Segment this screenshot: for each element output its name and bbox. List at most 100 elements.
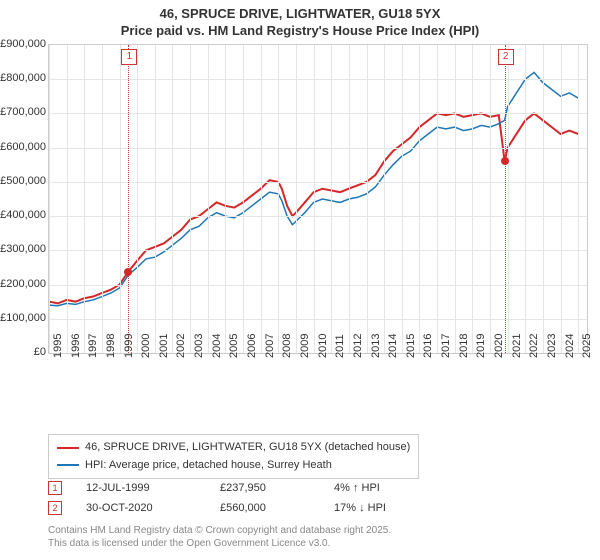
x-axis-label: 2016 bbox=[422, 334, 434, 358]
chart-title: 46, SPRUCE DRIVE, LIGHTWATER, GU18 5YX P… bbox=[0, 0, 600, 40]
x-axis-label: 1996 bbox=[70, 334, 82, 358]
gridline-v bbox=[172, 45, 173, 353]
gridline-v bbox=[508, 45, 509, 353]
y-axis-label: £100,000 bbox=[0, 312, 46, 324]
gridline-v bbox=[472, 45, 473, 353]
transaction-price: £237,950 bbox=[220, 482, 310, 494]
legend-swatch bbox=[57, 447, 79, 449]
plot-area: 12 bbox=[48, 44, 588, 354]
gridline-v bbox=[155, 45, 156, 353]
transaction-row: 230-OCT-2020£560,00017% ↓ HPI bbox=[48, 498, 424, 518]
x-axis-label: 2018 bbox=[458, 334, 470, 358]
chart-area: 12 £0£100,000£200,000£300,000£400,000£50… bbox=[0, 44, 600, 384]
gridline-h bbox=[49, 79, 587, 80]
gridline-v bbox=[331, 45, 332, 353]
legend-item: 46, SPRUCE DRIVE, LIGHTWATER, GU18 5YX (… bbox=[57, 439, 410, 457]
y-axis-label: £900,000 bbox=[0, 38, 46, 50]
transaction-row: 1 12-JUL-1999 £237,950 4% ↑ HPI bbox=[48, 478, 424, 498]
gridline-v bbox=[419, 45, 420, 353]
x-axis-label: 2003 bbox=[193, 334, 205, 358]
y-axis-label: £400,000 bbox=[0, 209, 46, 221]
x-axis-label: 2022 bbox=[528, 334, 540, 358]
gridline-v bbox=[102, 45, 103, 353]
x-axis-label: 2017 bbox=[440, 334, 452, 358]
transaction-price: £560,000 bbox=[220, 502, 310, 514]
gridline-v bbox=[243, 45, 244, 353]
footer: Contains HM Land Registry data © Crown c… bbox=[48, 524, 391, 550]
transaction-marker: 1 bbox=[48, 481, 62, 495]
x-axis-label: 2019 bbox=[475, 334, 487, 358]
gridline-h bbox=[49, 216, 587, 217]
gridline-v bbox=[437, 45, 438, 353]
y-axis-label: £300,000 bbox=[0, 243, 46, 255]
gridline-v bbox=[314, 45, 315, 353]
gridline-h bbox=[49, 319, 587, 320]
chart-container: 46, SPRUCE DRIVE, LIGHTWATER, GU18 5YX P… bbox=[0, 0, 600, 560]
point-marker bbox=[501, 157, 509, 165]
line-svg bbox=[49, 45, 587, 353]
marker-badge: 2 bbox=[498, 49, 514, 65]
gridline-h bbox=[49, 182, 587, 183]
title-line-2: Price paid vs. HM Land Registry's House … bbox=[0, 23, 600, 40]
y-axis-label: £0 bbox=[0, 346, 46, 358]
x-axis-label: 2004 bbox=[211, 334, 223, 358]
legend-swatch bbox=[57, 464, 79, 466]
transaction-diff: 4% ↑ HPI bbox=[334, 482, 424, 494]
transaction-date: 12-JUL-1999 bbox=[86, 482, 196, 494]
x-axis-label: 2021 bbox=[511, 334, 523, 358]
transaction-marker: 2 bbox=[48, 501, 62, 515]
gridline-h bbox=[49, 148, 587, 149]
gridline-v bbox=[67, 45, 68, 353]
x-axis-label: 2005 bbox=[228, 334, 240, 358]
x-axis-label: 2023 bbox=[546, 334, 558, 358]
gridline-v bbox=[137, 45, 138, 353]
marker-line bbox=[128, 45, 129, 353]
gridline-v bbox=[561, 45, 562, 353]
x-axis-label: 2011 bbox=[334, 334, 346, 358]
x-axis-label: 2001 bbox=[158, 334, 170, 358]
x-axis-label: 2000 bbox=[140, 334, 152, 358]
gridline-v bbox=[384, 45, 385, 353]
x-axis-label: 1998 bbox=[105, 334, 117, 358]
gridline-v bbox=[261, 45, 262, 353]
gridline-v bbox=[120, 45, 121, 353]
gridline-h bbox=[49, 285, 587, 286]
footer-line-2: This data is licensed under the Open Gov… bbox=[48, 537, 391, 550]
x-axis-label: 2002 bbox=[175, 334, 187, 358]
gridline-v bbox=[349, 45, 350, 353]
x-axis-label: 2013 bbox=[370, 334, 382, 358]
x-axis-label: 1995 bbox=[52, 334, 64, 358]
x-axis-label: 2007 bbox=[264, 334, 276, 358]
x-axis-label: 2009 bbox=[299, 334, 311, 358]
gridline-v bbox=[490, 45, 491, 353]
x-axis-label: 1997 bbox=[87, 334, 99, 358]
gridline-h bbox=[49, 250, 587, 251]
gridline-v bbox=[49, 45, 50, 353]
y-axis-label: £800,000 bbox=[0, 72, 46, 84]
legend-item: HPI: Average price, detached house, Surr… bbox=[57, 457, 410, 475]
gridline-v bbox=[296, 45, 297, 353]
gridline-v bbox=[208, 45, 209, 353]
legend: 46, SPRUCE DRIVE, LIGHTWATER, GU18 5YX (… bbox=[48, 434, 419, 479]
gridline-h bbox=[49, 113, 587, 114]
y-axis-label: £700,000 bbox=[0, 106, 46, 118]
gridline-v bbox=[84, 45, 85, 353]
point-marker bbox=[124, 268, 132, 276]
x-axis-label: 2015 bbox=[405, 334, 417, 358]
gridline-v bbox=[367, 45, 368, 353]
gridline-v bbox=[543, 45, 544, 353]
marker-badge: 1 bbox=[121, 49, 137, 65]
x-axis-label: 2024 bbox=[564, 334, 576, 358]
footer-line-1: Contains HM Land Registry data © Crown c… bbox=[48, 524, 391, 537]
x-axis-label: 2006 bbox=[246, 334, 258, 358]
gridline-v bbox=[402, 45, 403, 353]
gridline-v bbox=[578, 45, 579, 353]
title-line-1: 46, SPRUCE DRIVE, LIGHTWATER, GU18 5YX bbox=[0, 6, 600, 23]
transaction-table: 1 12-JUL-1999 £237,950 4% ↑ HPI 230-OCT-2020… bbox=[48, 478, 424, 518]
gridline-v bbox=[190, 45, 191, 353]
legend-label: HPI: Average price, detached house, Surr… bbox=[85, 457, 332, 475]
x-axis-label: 1999 bbox=[123, 334, 135, 358]
legend-label: 46, SPRUCE DRIVE, LIGHTWATER, GU18 5YX (… bbox=[85, 439, 410, 457]
y-axis-label: £200,000 bbox=[0, 278, 46, 290]
x-axis-label: 2008 bbox=[281, 334, 293, 358]
